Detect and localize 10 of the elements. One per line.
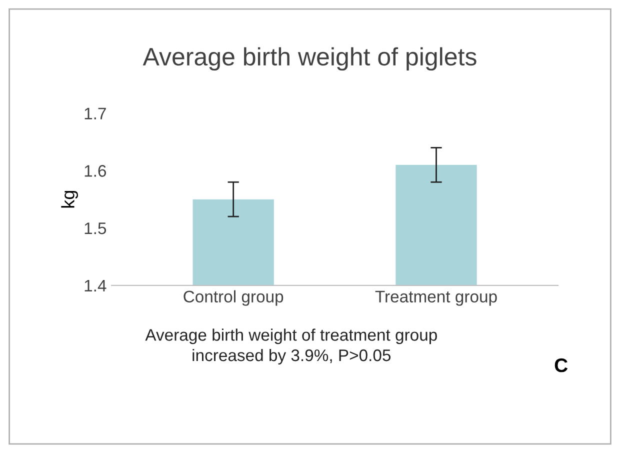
x-tick-label: Treatment group	[375, 290, 497, 306]
text: C	[554, 358, 568, 372]
y-tick-label: 1.7	[84, 108, 106, 120]
x-tick-label: Control group	[184, 290, 284, 306]
text: Average birth weight of treatment group increased by 3.9%, P>0.05	[145, 328, 437, 364]
y-tick-label: 1.6	[84, 165, 106, 177]
y-tick-label: 1.4	[84, 280, 106, 292]
y-tick-label: 1.5	[84, 222, 106, 234]
y-axis-title: kg	[61, 190, 78, 208]
chart-title: Average birth weight of piglets	[142, 47, 476, 71]
